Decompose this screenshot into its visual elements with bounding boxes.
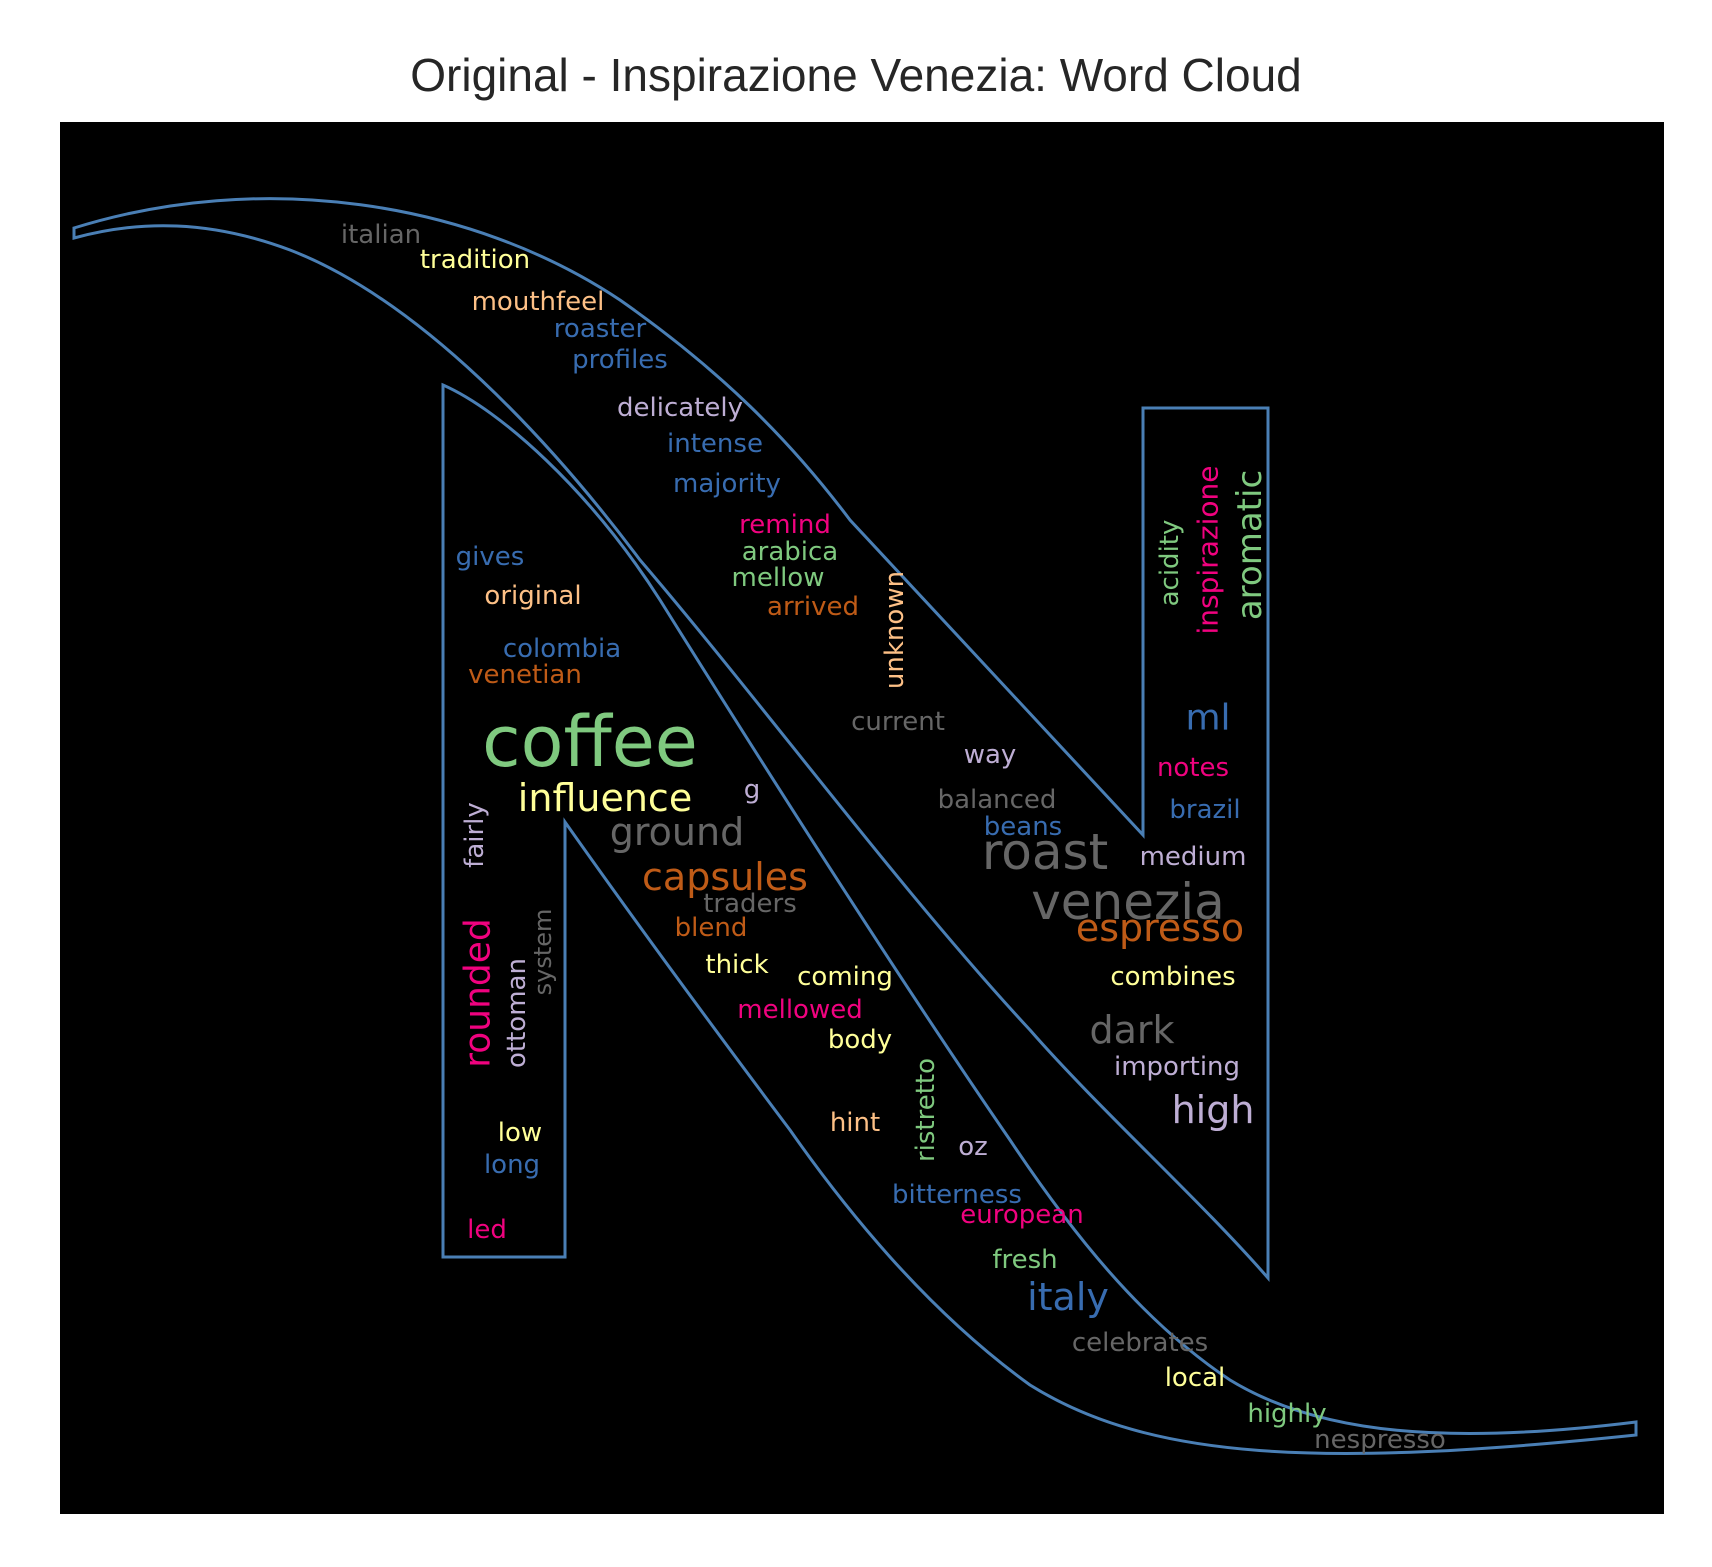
upper-swoosh-outline [72, 197, 1270, 1283]
word-fairly: fairly [460, 802, 490, 868]
word-system: system [529, 909, 557, 996]
word-unknown: unknown [880, 571, 910, 689]
word-importing: importing [1114, 1052, 1240, 1082]
word-remind: remind [739, 510, 831, 540]
word-high: high [1172, 1088, 1255, 1132]
word-tradition: tradition [420, 245, 530, 275]
word-arabica: arabica [742, 537, 839, 567]
word-way: way [964, 740, 1017, 770]
word-delicately: delicately [617, 393, 743, 423]
word-long: long [484, 1150, 540, 1180]
word-coffee: coffee [482, 701, 698, 783]
word-mouthfeel: mouthfeel [472, 287, 605, 317]
word-highly: highly [1247, 1399, 1326, 1429]
word-bitterness: bitterness [892, 1180, 1022, 1210]
word-ground: ground [610, 810, 744, 854]
word-dark: dark [1089, 1008, 1174, 1052]
word-oz: oz [958, 1132, 988, 1162]
word-influence: influence [518, 776, 692, 820]
word-thick: thick [705, 950, 768, 980]
word-ml: ml [1185, 698, 1230, 739]
word-brazil: brazil [1169, 795, 1240, 825]
word-aromatic: aromatic [1230, 470, 1270, 620]
word-hint: hint [830, 1108, 880, 1138]
word-inspirazione: inspirazione [1192, 466, 1225, 635]
word-fresh: fresh [992, 1245, 1057, 1275]
word-medium: medium [1140, 842, 1247, 872]
word-profiles: profiles [572, 345, 668, 375]
word-acidity: acidity [1155, 520, 1185, 607]
word-current: current [851, 707, 945, 737]
word-traders: traders [703, 889, 797, 919]
word-espresso: espresso [1076, 906, 1244, 950]
word-notes: notes [1157, 753, 1229, 783]
left-stem-outline [441, 382, 1638, 1455]
chart-title: Original - Inspirazione Venezia: Word Cl… [410, 49, 1302, 101]
word-mellow: mellow [732, 563, 825, 593]
word-italian: italian [341, 220, 421, 250]
word-nespresso: nespresso [1314, 1425, 1446, 1455]
word-intense: intense [667, 429, 763, 459]
word-beans: beans [984, 812, 1062, 842]
word-ristretto: ristretto [911, 1058, 941, 1162]
n-logo-outline [72, 197, 1638, 1455]
wordcloud-panel [60, 122, 1664, 1514]
word-colombia: colombia [503, 634, 621, 664]
word-original: original [484, 581, 581, 611]
word-rounded: rounded [458, 918, 499, 1068]
word-blend: blend [675, 913, 748, 943]
word-combines: combines [1110, 962, 1235, 992]
word-gives: gives [456, 542, 525, 572]
word-venezia: venezia [1031, 873, 1225, 931]
word-balanced: balanced [938, 785, 1057, 815]
word-local: local [1165, 1363, 1226, 1393]
word-mellowed: mellowed [737, 995, 862, 1025]
word-ottoman: ottoman [502, 958, 532, 1068]
word-capsules: capsules [642, 855, 808, 899]
word-majority: majority [673, 469, 781, 499]
word-low: low [498, 1118, 542, 1148]
word-g: g [744, 775, 761, 805]
word-celebrates: celebrates [1072, 1328, 1208, 1358]
word-coming: coming [797, 962, 893, 992]
word-venetian: venetian [468, 660, 582, 690]
word-body: body [828, 1025, 892, 1055]
word-arrived: arrived [767, 592, 859, 622]
word-roaster: roaster [554, 314, 647, 344]
word-italy: italy [1027, 1275, 1109, 1319]
word-led: led [467, 1215, 507, 1245]
word-european: european [960, 1200, 1083, 1230]
word-roast: roast [982, 823, 1108, 881]
